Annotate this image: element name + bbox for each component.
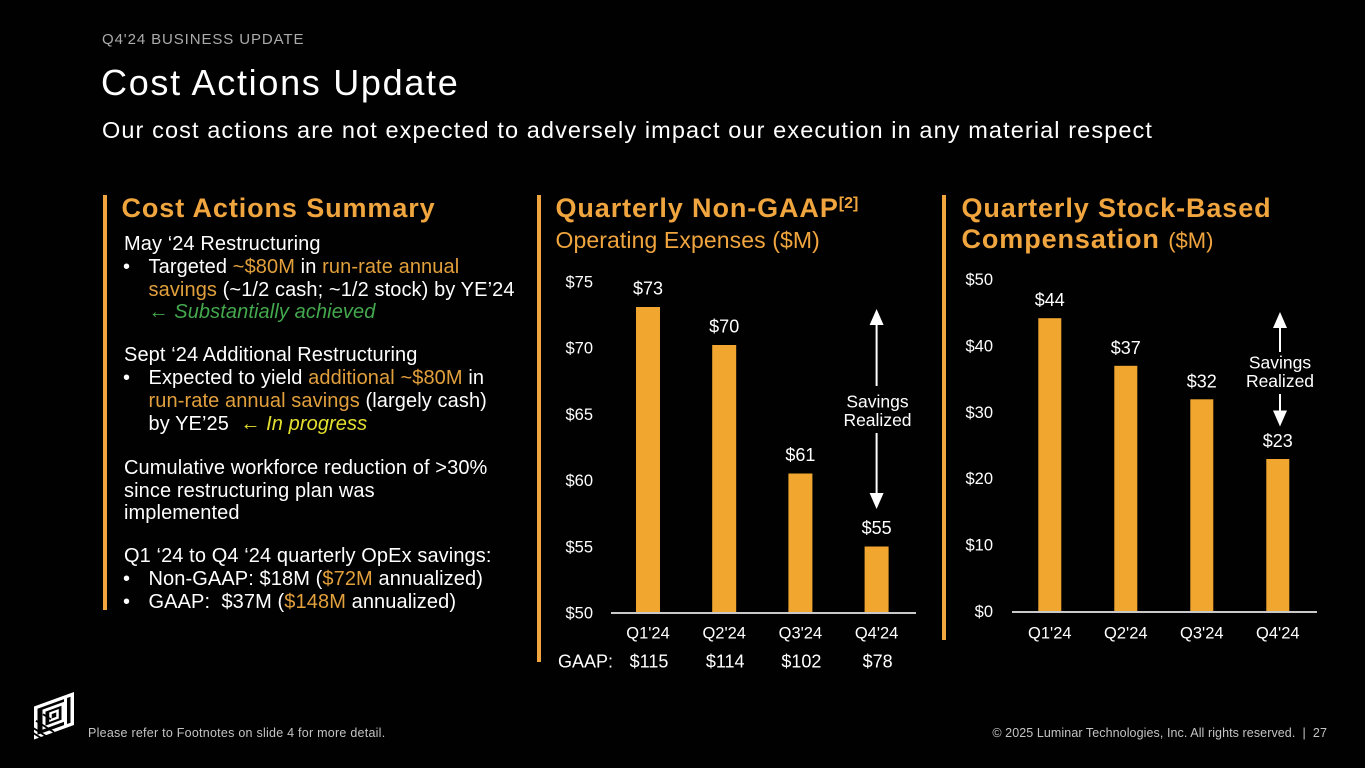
svg-text:$55: $55 bbox=[862, 518, 892, 538]
svg-text:$30: $30 bbox=[965, 404, 993, 422]
svg-text:Q2'24: Q2'24 bbox=[702, 625, 746, 643]
svg-text:$115: $115 bbox=[630, 652, 669, 672]
svg-text:$73: $73 bbox=[633, 279, 663, 299]
svg-text:$50: $50 bbox=[565, 605, 593, 623]
svg-text:$50: $50 bbox=[965, 271, 993, 289]
svg-text:$65: $65 bbox=[565, 406, 593, 424]
svg-text:Savings: Savings bbox=[1249, 352, 1312, 372]
svg-text:$40: $40 bbox=[965, 337, 993, 355]
svg-text:$10: $10 bbox=[965, 537, 993, 555]
svg-text:$32: $32 bbox=[1187, 371, 1217, 391]
svg-text:GAAP:: GAAP: bbox=[558, 652, 613, 672]
svg-text:$61: $61 bbox=[785, 445, 815, 465]
svg-text:$55: $55 bbox=[565, 538, 593, 556]
svg-text:Realized: Realized bbox=[843, 410, 911, 430]
svg-text:$44: $44 bbox=[1035, 290, 1065, 310]
svg-text:$37: $37 bbox=[1111, 338, 1141, 358]
svg-text:$114: $114 bbox=[706, 652, 745, 672]
svg-text:$20: $20 bbox=[965, 470, 993, 488]
svg-text:$78: $78 bbox=[863, 652, 893, 672]
svg-text:Savings: Savings bbox=[846, 391, 909, 411]
svg-text:$75: $75 bbox=[565, 274, 593, 292]
svg-text:Q2'24: Q2'24 bbox=[1104, 625, 1148, 643]
svg-text:Q3'24: Q3'24 bbox=[1180, 625, 1224, 643]
svg-text:Q4'24: Q4'24 bbox=[855, 625, 899, 643]
svg-text:$23: $23 bbox=[1263, 431, 1293, 451]
svg-text:$102: $102 bbox=[781, 652, 821, 672]
svg-text:Realized: Realized bbox=[1246, 371, 1314, 391]
svg-text:$70: $70 bbox=[565, 340, 593, 358]
svg-text:Q1'24: Q1'24 bbox=[626, 625, 670, 643]
svg-text:Q3'24: Q3'24 bbox=[779, 625, 823, 643]
svg-text:Q4'24: Q4'24 bbox=[1256, 625, 1300, 643]
svg-text:$70: $70 bbox=[709, 317, 739, 337]
svg-text:Q1'24: Q1'24 bbox=[1028, 625, 1072, 643]
svg-text:$60: $60 bbox=[565, 472, 593, 490]
svg-text:$0: $0 bbox=[975, 603, 993, 621]
